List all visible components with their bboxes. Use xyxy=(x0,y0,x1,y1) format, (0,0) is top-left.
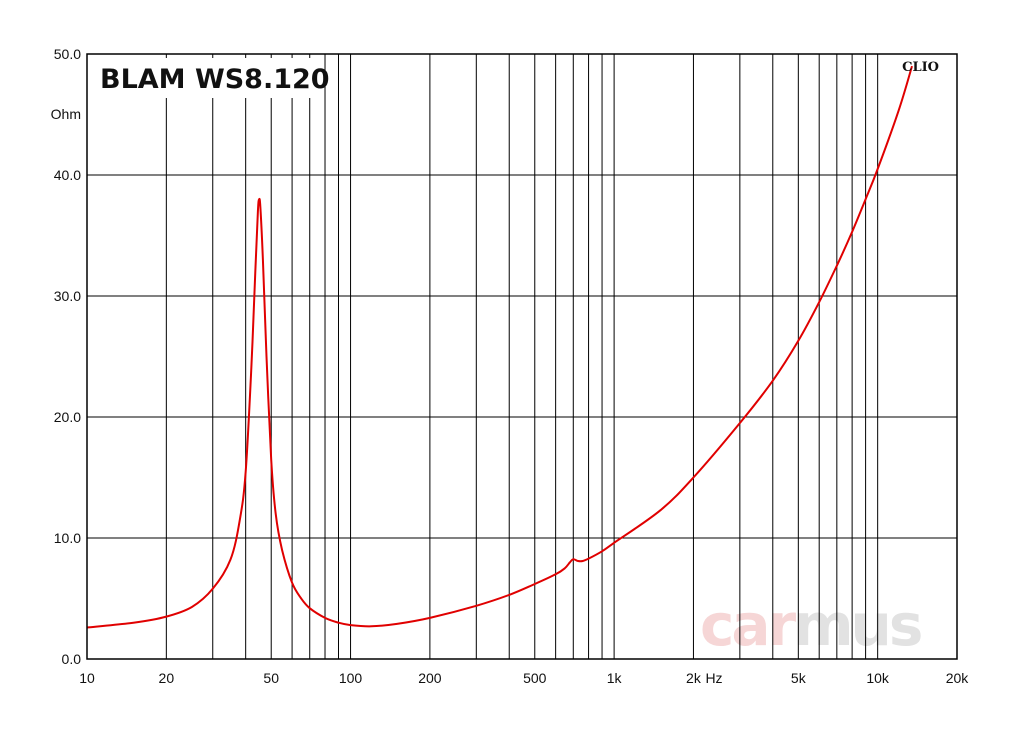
x-tick-label: 100 xyxy=(339,670,363,686)
chart-title: BLAM WS8.120 xyxy=(100,64,330,95)
x-tick-label: 50 xyxy=(263,670,279,686)
y-tick-label: 20.0 xyxy=(54,409,81,425)
x-tick-label: 500 xyxy=(523,670,547,686)
y-tick-label: 0.0 xyxy=(62,651,82,667)
x-tick-label: 200 xyxy=(418,670,442,686)
series-layer xyxy=(86,65,913,629)
watermark-text: carmus xyxy=(700,591,921,659)
x-tick-label: 20k xyxy=(946,670,970,686)
y-tick-label: 30.0 xyxy=(54,288,81,304)
grid xyxy=(87,54,957,659)
x-tick-label: 2k xyxy=(686,670,702,686)
x-tick-label: 5k xyxy=(791,670,807,686)
impedance-curve xyxy=(86,65,913,629)
y-tick-label: 10.0 xyxy=(54,530,81,546)
watermark: carmus xyxy=(700,591,924,659)
y-tick-label: 40.0 xyxy=(54,167,81,183)
x-tick-label: 10 xyxy=(79,670,95,686)
x-tick-label: 10k xyxy=(866,670,890,686)
y-axis-label: Ohm xyxy=(51,106,81,122)
watermark-part-2: mus xyxy=(793,591,921,659)
x-axis-label: Hz xyxy=(705,670,722,686)
y-tick-label: 50.0 xyxy=(54,46,81,62)
x-tick-label: 20 xyxy=(159,670,175,686)
x-tick-label: 1k xyxy=(607,670,623,686)
y-tick-labels: 0.0 10.0 20.0 30.0 40.0 50.0 xyxy=(54,46,81,667)
plot-border xyxy=(86,53,958,660)
software-label: CLIO xyxy=(902,60,939,75)
title-background xyxy=(95,58,320,98)
watermark-part-1: car xyxy=(700,591,797,659)
x-tick-labels: 10 20 50 100 200 500 1k 2k 5k 10k 20k xyxy=(79,670,969,686)
